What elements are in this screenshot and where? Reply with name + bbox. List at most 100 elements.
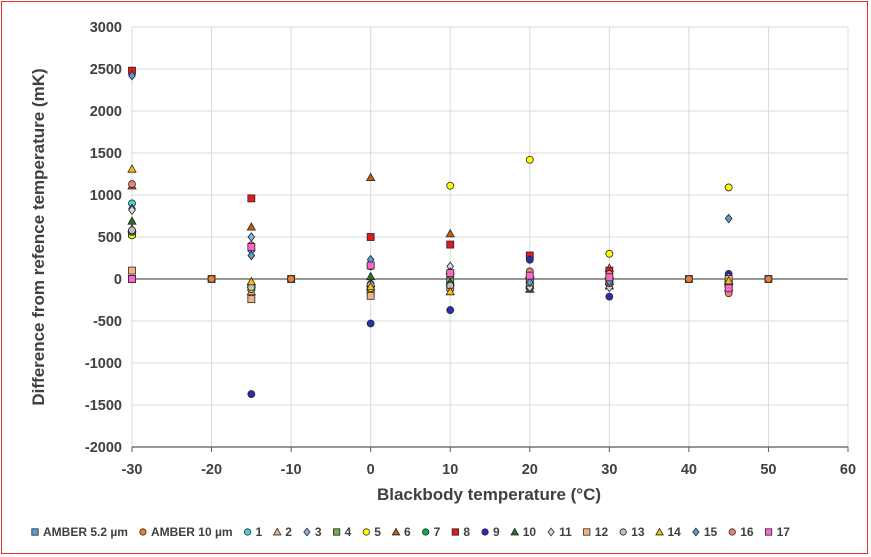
- y-tick-label: -1500: [85, 398, 122, 414]
- y-tick-label: -500: [93, 314, 122, 330]
- data-point: [605, 273, 614, 282]
- legend-marker: [510, 527, 520, 536]
- grid-lines: [131, 26, 849, 452]
- data-point: [247, 390, 256, 398]
- legend-item: 11: [547, 525, 572, 539]
- data-point: [246, 222, 257, 231]
- legend-marker: [333, 528, 341, 536]
- legend-item: 17: [764, 525, 791, 539]
- data-point: [365, 271, 376, 281]
- y-axis-title: Difference from refence temperature (mK): [29, 68, 48, 405]
- legend-item: 5: [362, 525, 381, 539]
- legend-marker: [362, 528, 370, 536]
- legend-label: 7: [434, 525, 441, 539]
- x-tick-label: 60: [840, 462, 856, 478]
- legend-label: 13: [631, 525, 645, 539]
- y-tick-label: 0: [114, 272, 122, 288]
- data-point: [128, 275, 136, 283]
- series-7: [128, 155, 733, 293]
- legend-marker: [728, 528, 736, 536]
- series-15: [128, 226, 733, 292]
- data-point: [605, 249, 614, 258]
- legend-item: 3: [303, 525, 322, 539]
- legend-label: 17: [777, 525, 791, 539]
- data-point: [247, 243, 256, 251]
- data-point: [605, 292, 614, 301]
- legend-label: 14: [668, 525, 682, 539]
- data-point: [207, 275, 216, 283]
- legend-label: 3: [315, 525, 322, 539]
- series-9: [128, 228, 733, 290]
- legend-label: 16: [740, 525, 754, 539]
- legend-item: 7: [422, 525, 441, 539]
- legend-marker: [451, 528, 459, 536]
- series-6: [128, 229, 733, 296]
- x-tick-label: 20: [522, 462, 538, 478]
- data-point: [446, 240, 455, 249]
- data-point: [723, 275, 734, 285]
- legend-marker: [764, 528, 773, 536]
- y-axis-ticks: -2000 -1500 -1000 -500 0 500 1000 1500 2000 2500 3…: [85, 20, 122, 456]
- y-tick-label: 3000: [90, 20, 122, 36]
- data-point: [724, 284, 733, 293]
- legend-item: 4: [333, 525, 352, 539]
- legend-label: 12: [595, 525, 609, 539]
- y-tick-label: -1000: [85, 356, 122, 372]
- legend-label: AMBER 10 µm: [151, 525, 233, 539]
- data-point: [366, 291, 375, 300]
- data-point: [446, 181, 455, 190]
- y-tick-label: 500: [98, 230, 122, 246]
- data-point: [128, 226, 136, 235]
- y-tick-label: 1500: [90, 146, 122, 162]
- data-point: [247, 194, 256, 203]
- legend-label: 8: [463, 525, 470, 539]
- legend-item: 6: [391, 525, 411, 539]
- data-point: [246, 276, 257, 286]
- x-tick-label: -20: [201, 462, 222, 478]
- series-4: [127, 223, 734, 296]
- legend-marker: [272, 527, 282, 536]
- data-point: [525, 155, 534, 164]
- data-point: [445, 228, 455, 238]
- y-tick-label: -2000: [85, 440, 122, 456]
- x-tick-label: -10: [281, 462, 302, 478]
- series-8: [127, 172, 734, 292]
- data-point: [365, 172, 376, 181]
- data-point: [365, 281, 376, 291]
- legend-item: 15: [692, 525, 718, 539]
- legend-item: 1: [243, 525, 263, 539]
- legend-marker: [422, 528, 430, 536]
- legend-marker: [139, 528, 147, 536]
- legend-label: 5: [374, 525, 381, 539]
- legend-label: 9: [493, 525, 500, 539]
- data-point: [366, 319, 375, 328]
- data-point: [127, 164, 137, 173]
- data-point: [247, 250, 256, 261]
- legend-marker: [303, 527, 311, 537]
- data-point: [366, 261, 375, 270]
- data-point: [764, 275, 773, 283]
- data-point: [128, 205, 136, 215]
- legend-label: 2: [285, 525, 292, 539]
- x-axis-title: Blackbody temperature (°C): [377, 485, 601, 504]
- series-10: [128, 66, 733, 288]
- series-19: [128, 243, 733, 293]
- data-point: [724, 213, 733, 224]
- legend-item: 9: [481, 525, 500, 539]
- data-point: [525, 255, 534, 264]
- x-tick-label: 0: [367, 462, 375, 478]
- legend-label: 10: [523, 525, 537, 539]
- legend-item: 13: [619, 525, 645, 539]
- series-11: [128, 255, 733, 398]
- data-point: [445, 286, 455, 296]
- legend-marker: [481, 528, 489, 536]
- legend: AMBER 5.2 µm AMBER 10 µm 1 2 3 4 5 6 7 8 9 10 11 12 13…: [31, 525, 791, 539]
- legend-item: 16: [728, 525, 754, 539]
- data-point: [128, 266, 136, 275]
- legend-item: 12: [583, 525, 609, 539]
- data-point: [127, 216, 137, 225]
- x-axis-ticks: -30 -20 -10 0 10 20 30 40 50 60: [122, 462, 857, 478]
- series-5: [128, 203, 733, 294]
- legend-marker: [692, 527, 700, 537]
